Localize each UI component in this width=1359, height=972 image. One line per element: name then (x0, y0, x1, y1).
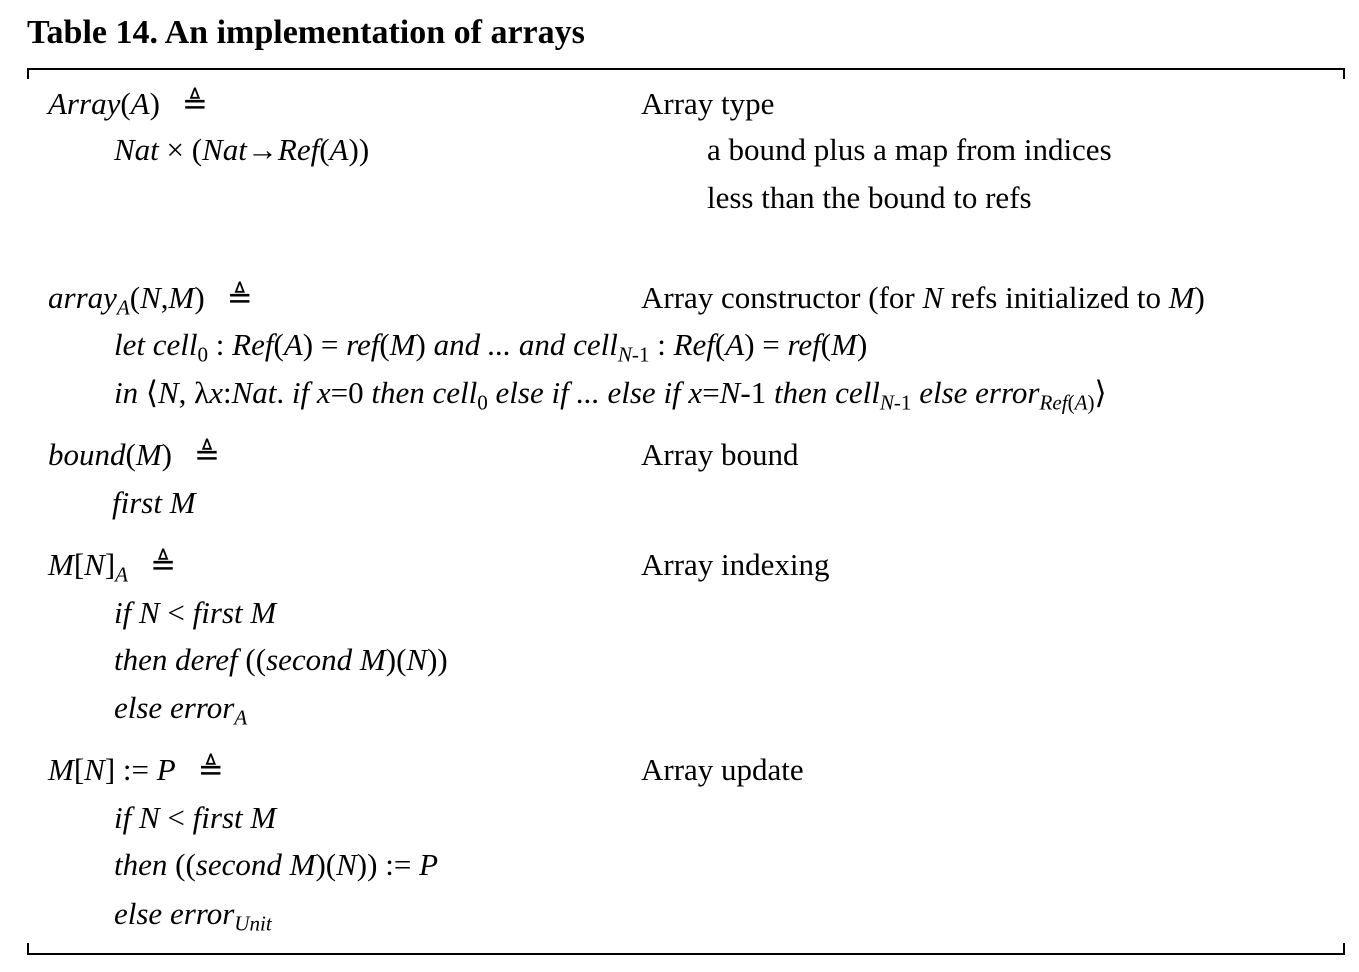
comment-array-type-line2: a bound plus a map from indices (707, 132, 1112, 167)
body-update-then: then ((second M)(N)) := P (114, 847, 438, 882)
bottom-rule (27, 953, 1345, 955)
body-indexing-then: then deref ((second M)(N)) (114, 642, 448, 677)
defeq-symbol: ≜ (193, 437, 220, 472)
top-right-tick (1343, 68, 1345, 79)
def-array-indexing: M[N]A ≜ (48, 547, 177, 587)
comment-array-indexing: Array indexing (641, 547, 830, 582)
defeq-symbol: ≜ (197, 752, 224, 787)
def-array-bound: bound(M) ≜ (48, 437, 220, 472)
body-constructor-let: let cell0 : Ref(A) = ref(M) and ... and … (114, 327, 868, 367)
comment-array-type-line3: less than the bound to refs (707, 180, 1032, 215)
bottom-left-tick (27, 943, 29, 954)
body-indexing-else: else errorA (114, 690, 248, 730)
comment-array-constructor: Array constructor (for N refs initialize… (641, 280, 1205, 315)
def-array-type: Array(A) ≜ (48, 86, 208, 121)
def-array-constructor: arrayA(N,M) ≜ (48, 280, 253, 320)
def-array-update: M[N] := P ≜ (48, 752, 224, 787)
body-update-if: if N < first M (114, 800, 277, 835)
comment-array-bound: Array bound (641, 437, 799, 472)
table-caption: Table 14. An implementation of arrays (27, 14, 585, 51)
defeq-symbol: ≜ (181, 86, 208, 121)
top-left-tick (27, 68, 29, 79)
comment-array-type: Array type (641, 86, 775, 121)
top-rule (27, 68, 1345, 70)
body-update-else: else errorUnit (114, 896, 272, 936)
bottom-right-tick (1343, 943, 1345, 954)
defeq-symbol: ≜ (150, 547, 177, 582)
body-indexing-if: if N < first M (114, 595, 277, 630)
body-constructor-in: in ⟨N, λx:Nat. if x=0 then cell0 else if… (114, 375, 1107, 415)
body-array-bound: first M (112, 485, 196, 520)
comment-array-update: Array update (641, 752, 804, 787)
body-array-type: Nat × (Nat→Ref(A)) (114, 132, 370, 167)
defeq-symbol: ≜ (226, 280, 253, 315)
